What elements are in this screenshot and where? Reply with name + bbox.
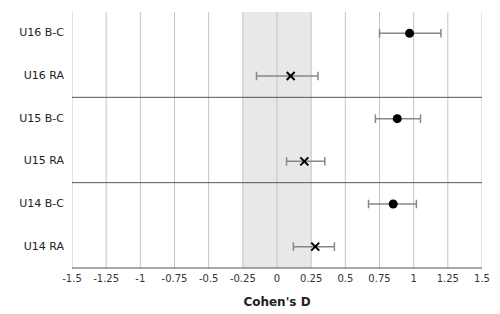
x-marker [287, 72, 295, 80]
x-tick-label: -0.25 [230, 273, 256, 284]
ci-cap [368, 200, 370, 209]
grid-line [379, 12, 380, 268]
category-label: U14 RA [24, 240, 65, 253]
group-separator [72, 182, 482, 183]
x-marker [300, 157, 308, 165]
category-label: U16 RA [24, 69, 65, 82]
grid-line [208, 12, 209, 268]
category-label: U14 B-C [19, 197, 64, 210]
category-label: U16 B-C [19, 26, 64, 39]
grid-line [482, 12, 483, 268]
equivalence-band [243, 12, 311, 268]
x-tick-label: 0.25 [300, 273, 322, 284]
x-tick-label: 1.25 [437, 273, 459, 284]
ci-cap [416, 200, 418, 209]
grid-line [277, 12, 278, 268]
ci-cap [317, 72, 319, 81]
x-tick-label: 1 [410, 273, 416, 284]
category-label: U15 RA [24, 154, 65, 167]
grid-line [242, 12, 243, 268]
grid-line [345, 12, 346, 268]
x-tick-label: -0.75 [162, 273, 188, 284]
x-tick-label: 0 [274, 273, 280, 284]
x-axis-label: Cohen's D [243, 295, 310, 309]
category-label: U15 B-C [19, 112, 64, 125]
ci-cap [440, 29, 442, 38]
grid-line [413, 12, 414, 268]
ci-cap [324, 157, 326, 166]
x-tick-label: 0.75 [368, 273, 390, 284]
x-tick-label: 1.5 [474, 273, 490, 284]
x-tick-label: -1 [135, 273, 145, 284]
ci-line [257, 75, 319, 77]
grid-line [106, 12, 107, 268]
grid-line [140, 12, 141, 268]
grid-line [447, 12, 448, 268]
ci-cap [379, 29, 381, 38]
x-tick-label: 0.5 [337, 273, 353, 284]
ci-cap [375, 114, 377, 123]
dot-marker [405, 29, 414, 38]
ci-cap [293, 242, 295, 251]
x-axis-line [72, 268, 482, 269]
grid-line [72, 12, 73, 268]
ci-cap [286, 157, 288, 166]
grid-line [311, 12, 312, 268]
dot-marker [389, 200, 398, 209]
background-layer [72, 12, 482, 268]
marks [257, 29, 442, 251]
ci-cap [256, 72, 258, 81]
x-marker [311, 243, 319, 251]
ci-cap [420, 114, 422, 123]
grid-line [174, 12, 175, 268]
x-tick-label: -1.5 [62, 273, 82, 284]
x-tick-label: -0.5 [199, 273, 219, 284]
ci-cap [334, 242, 336, 251]
x-tick-label: -1.25 [93, 273, 119, 284]
dot-marker [393, 114, 402, 123]
group-separator [72, 97, 482, 98]
chart: U16 B-C U16 RA U15 B-C U15 RA U14 B-C U14 RA -… [0, 0, 500, 314]
